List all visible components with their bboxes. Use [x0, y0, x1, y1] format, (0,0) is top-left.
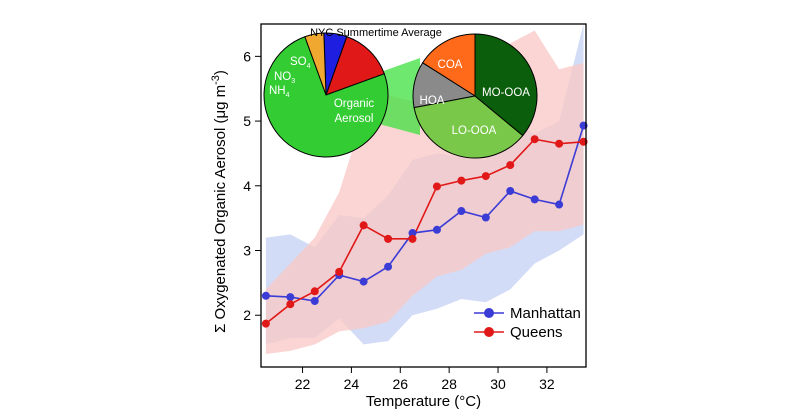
pie-slice-organic-aerosol	[263, 36, 389, 158]
queens-point	[286, 300, 295, 309]
queens-point	[457, 176, 466, 185]
y-axis-ticks: 2 3 4 5 6	[243, 48, 261, 323]
pie-label-base: SO	[290, 56, 307, 68]
pie-label-base: NH	[269, 85, 286, 97]
x-tick-label: 24	[344, 376, 360, 392]
pie-label-base: NO	[274, 71, 291, 83]
pie-label-so4: SO4	[290, 56, 311, 70]
pie-label-subscript: 3	[291, 78, 295, 85]
pie-label-nh4: NH4	[269, 85, 290, 99]
queens-point	[310, 287, 319, 296]
legend-label-queens: Queens	[510, 324, 563, 341]
plot-frame	[260, 23, 587, 368]
pie-slice-mo-ooa	[474, 33, 538, 137]
pie-label-subscript: 4	[286, 92, 290, 99]
queens-point	[555, 139, 564, 148]
series-lines	[265, 125, 585, 325]
manhattan-point	[310, 296, 319, 305]
queens-point	[408, 234, 417, 243]
queens-point	[384, 234, 393, 243]
manhattan-point	[530, 195, 539, 204]
pie-label-line: Aerosol	[335, 113, 374, 125]
manhattan-point	[432, 225, 441, 234]
y-axis-label-main: Σ Oxygenated Organic Aerosol (μg m	[212, 85, 229, 333]
queens-line	[265, 138, 584, 325]
manhattan-point	[506, 186, 515, 195]
manhattan-point	[359, 277, 368, 286]
pie-label-no3: NO3	[274, 71, 295, 85]
y-tick-label: 4	[243, 178, 251, 194]
pie-label-subscript: 4	[307, 63, 311, 70]
manhattan-point	[481, 213, 490, 222]
pie-label-hoa: HOA	[420, 95, 445, 107]
pie-label-lo-ooa: LO-OOA	[452, 125, 497, 137]
queens-point	[481, 172, 490, 181]
manhattan-line	[265, 125, 585, 302]
manhattan-point	[408, 229, 417, 238]
queens-point	[335, 267, 344, 276]
queens-point	[261, 319, 270, 328]
x-axis-ticks: 22 24 26 28 30 32	[295, 367, 555, 392]
x-tick-label: 30	[490, 376, 506, 392]
queens-point	[359, 221, 368, 230]
legend-label-manhattan: Manhattan	[510, 305, 581, 322]
pie-slice-coa	[421, 33, 476, 97]
y-tick-label: 6	[243, 48, 251, 64]
x-tick-label: 22	[295, 376, 311, 392]
y-tick-label: 3	[243, 243, 251, 259]
inset-title: NYC Summertime Average	[310, 27, 442, 39]
queens-point	[432, 182, 441, 191]
pie-label-line: Organic	[334, 98, 375, 110]
manhattan-point	[384, 262, 393, 271]
manhattan-point	[261, 291, 270, 300]
pie-slice-so4	[325, 35, 385, 96]
legend-marker-manhattan	[484, 308, 494, 318]
x-axis-label: Temperature (°C)	[366, 393, 481, 410]
manhattan-point	[286, 293, 295, 302]
y-tick-label: 5	[243, 113, 251, 129]
x-tick-label: 28	[441, 376, 457, 392]
oa-pie: MO-OOA LO-OOA HOA COA	[412, 33, 538, 159]
manhattan-point	[457, 207, 466, 216]
queens-point	[506, 161, 515, 170]
y-axis-label-superscript: -3	[210, 75, 222, 85]
x-tick-label: 32	[539, 376, 555, 392]
queens-point	[530, 135, 539, 144]
y-tick-label: 2	[243, 307, 251, 323]
manhattan-point	[555, 200, 564, 209]
legend-marker-queens	[484, 327, 494, 337]
pie-label-mo-ooa: MO-OOA	[482, 87, 530, 99]
y-axis-label-end: )	[212, 70, 229, 75]
pie-label-coa: COA	[438, 59, 463, 71]
pie-slice-lo-ooa	[413, 95, 524, 159]
y-axis-label: Σ Oxygenated Organic Aerosol (μg m-3)	[210, 70, 229, 333]
legend: Manhattan Queens	[474, 305, 581, 341]
pie-label-organic-aerosol: Organic Aerosol	[334, 98, 375, 125]
x-tick-label: 26	[392, 376, 408, 392]
series-points	[261, 121, 588, 328]
